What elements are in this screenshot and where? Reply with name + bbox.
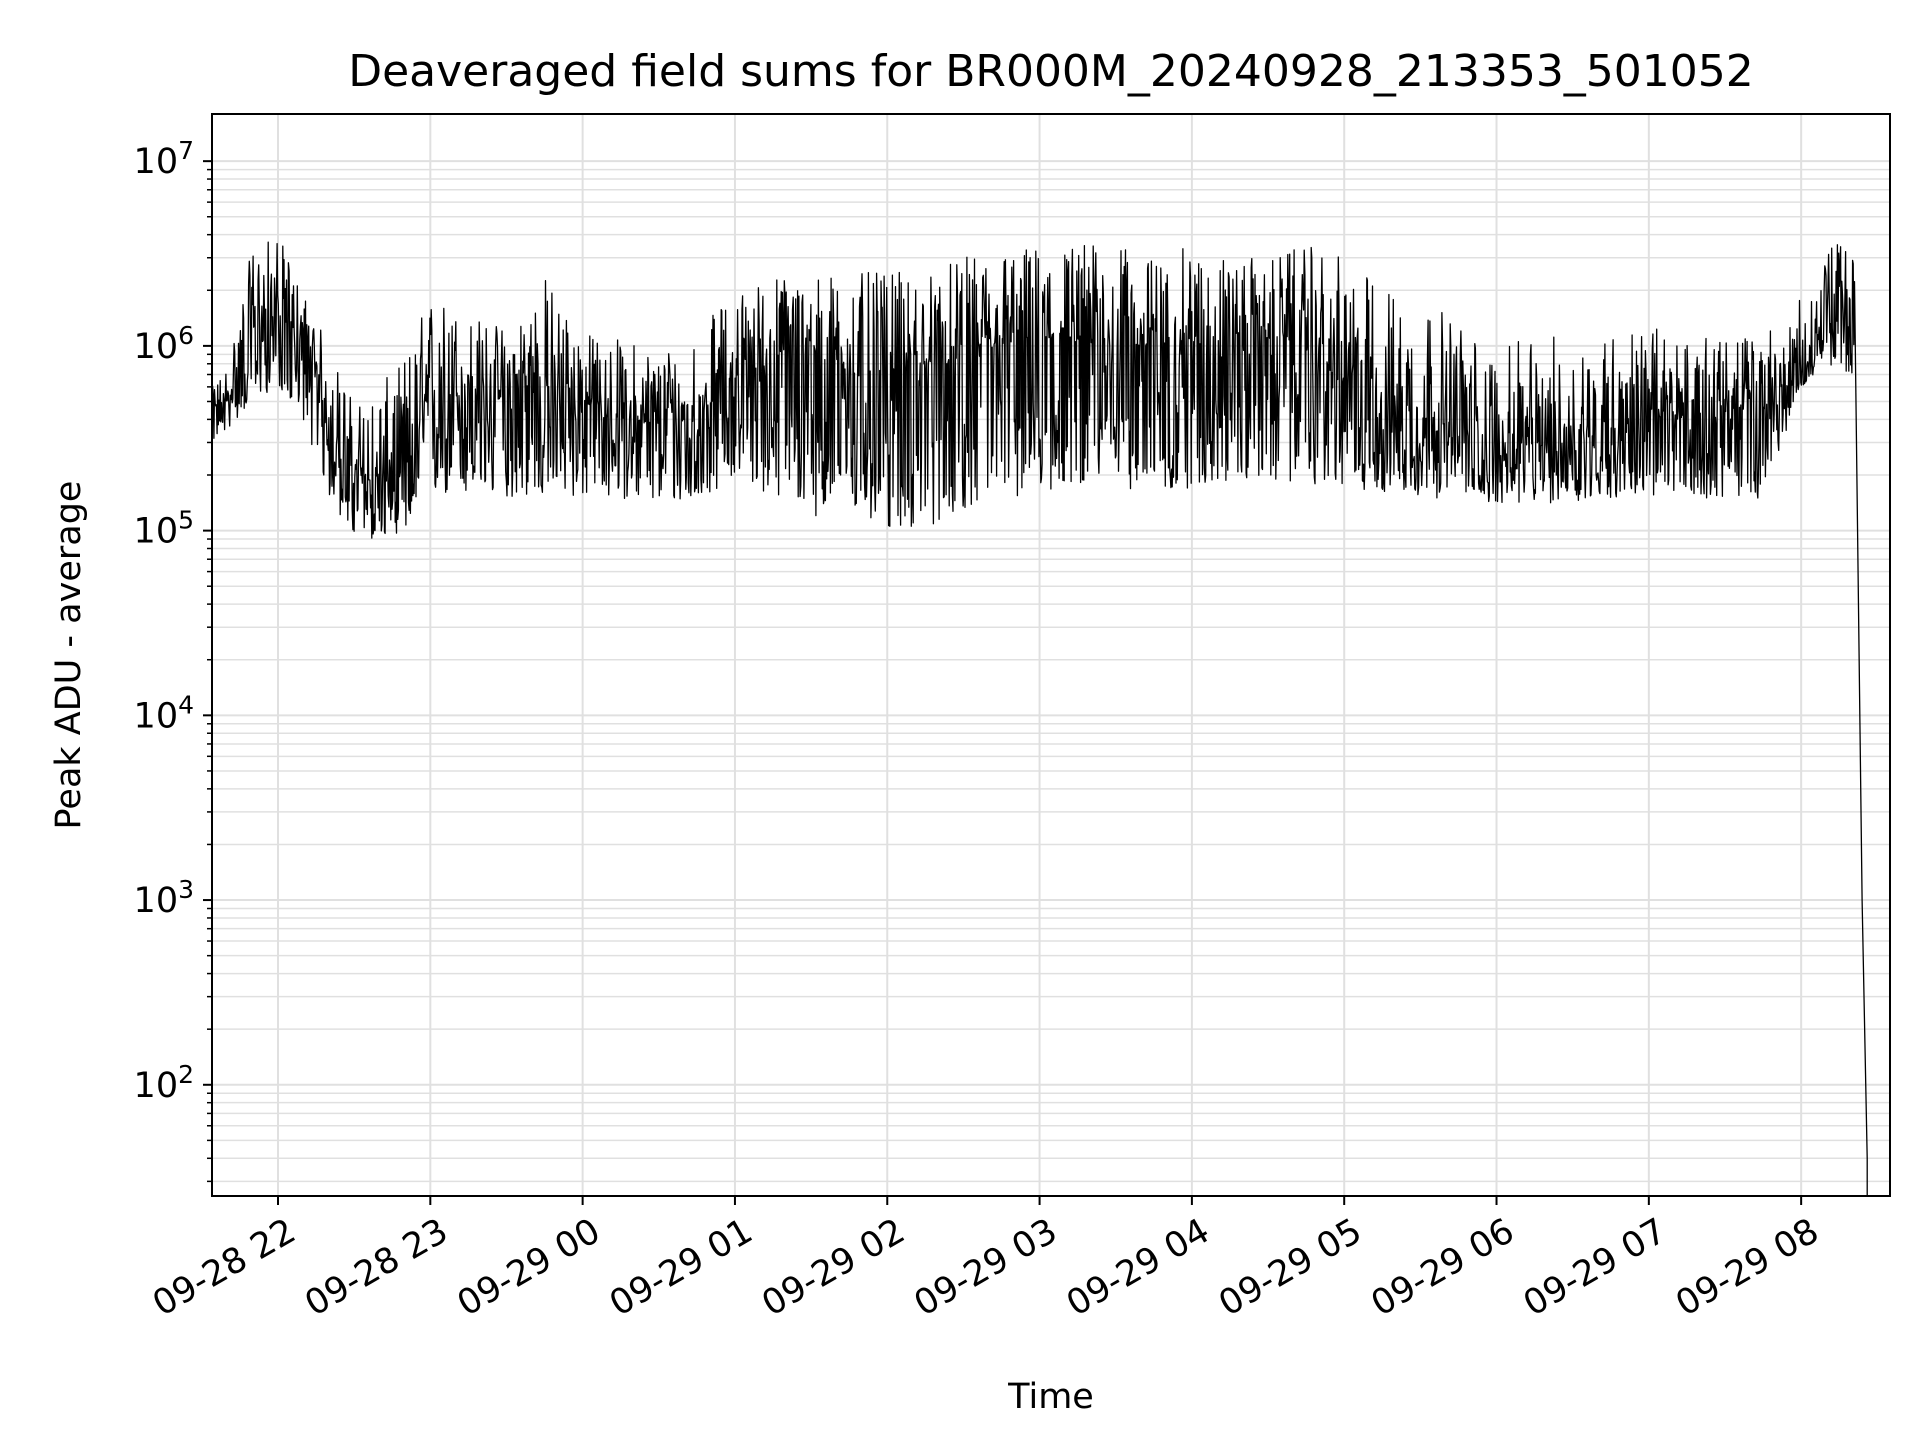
- y-tick-exponent: 2: [178, 1060, 194, 1089]
- series-line: [211, 241, 1868, 1196]
- y-tick-label: 105: [134, 506, 194, 552]
- plot-frame: [211, 113, 1891, 1197]
- series-layer: [211, 241, 1868, 1196]
- chart-title: Deaveraged field sums for BR000M_2024092…: [348, 46, 1754, 97]
- y-tick-label: 102: [134, 1060, 194, 1106]
- y-tick-base: 10: [134, 512, 179, 552]
- y-tick-label: 103: [134, 875, 194, 921]
- y-tick-label: 104: [134, 690, 194, 736]
- y-tick-label: 106: [134, 321, 194, 367]
- y-tick-exponent: 4: [178, 690, 194, 719]
- y-axis-label: Peak ADU - average: [49, 481, 89, 830]
- y-tick-exponent: 7: [178, 136, 194, 165]
- y-tick-exponent: 3: [178, 875, 194, 904]
- y-tick-base: 10: [134, 327, 179, 367]
- grid-major-lines: [212, 114, 1890, 1196]
- y-tick-label: 107: [134, 136, 194, 182]
- grid-minor-lines: [212, 168, 1890, 1183]
- y-tick-exponent: 6: [178, 321, 194, 350]
- y-tick-base: 10: [134, 696, 179, 736]
- y-tick-base: 10: [134, 1066, 179, 1106]
- y-tick-exponent: 5: [178, 506, 194, 535]
- y-tick-base: 10: [134, 142, 179, 182]
- y-tick-base: 10: [134, 881, 179, 921]
- x-axis-label: Time: [1007, 1377, 1094, 1417]
